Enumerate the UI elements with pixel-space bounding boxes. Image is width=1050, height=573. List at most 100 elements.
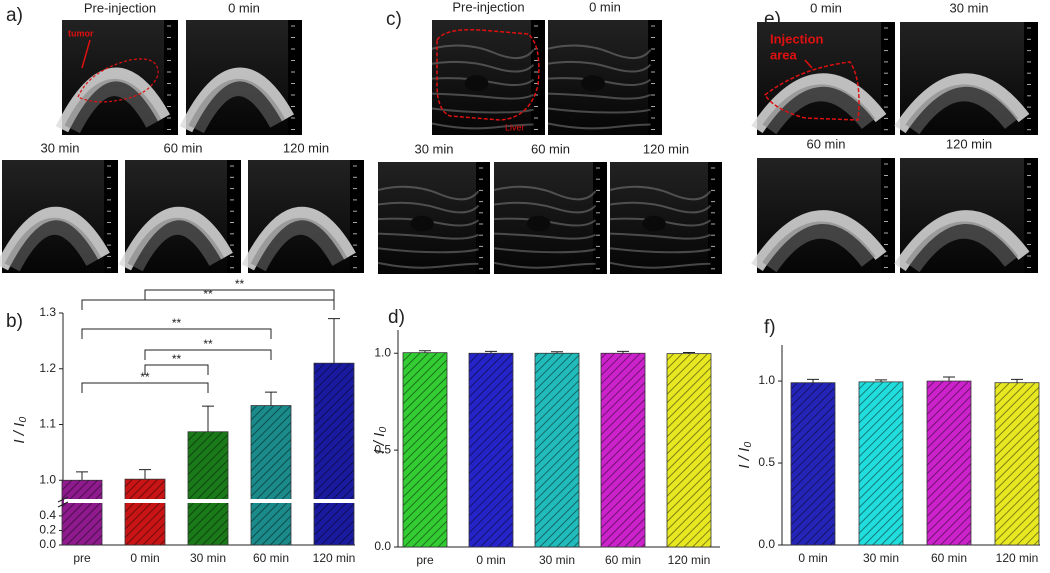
arrow — [81, 39, 91, 69]
y-tick-label: 1.2 — [39, 361, 56, 375]
texture — [609, 217, 712, 227]
x-tick-label: 60 min — [253, 551, 289, 565]
y-tick-label: 1.0 — [758, 373, 775, 387]
error-bar — [139, 469, 151, 480]
y-tick-label: 0.2 — [39, 523, 56, 537]
tissue-inner — [127, 217, 225, 272]
tissue-arc — [894, 210, 1030, 272]
image-title: 60 min — [531, 141, 570, 156]
ultrasound-image — [377, 162, 490, 274]
texture — [431, 77, 535, 87]
texture — [431, 44, 535, 59]
bar — [600, 352, 646, 548]
x-tick-label: 0 min — [130, 551, 159, 565]
x-tick-label: 60 min — [931, 551, 967, 565]
panel-label: f) — [764, 317, 776, 338]
y-tick-label: 0.0 — [374, 539, 391, 553]
error-bar — [617, 350, 629, 354]
tissue-arc — [894, 73, 1030, 134]
vessel — [410, 215, 434, 232]
ultrasound-image — [493, 162, 607, 274]
image-title: Pre-injection — [84, 0, 156, 15]
annotation: Injection — [770, 31, 824, 46]
bar — [250, 405, 292, 546]
error-bar — [265, 391, 277, 406]
image-title: 120 min — [283, 140, 329, 155]
ultrasound-image — [894, 22, 1038, 135]
error-bar — [875, 379, 887, 382]
texture — [431, 60, 535, 73]
texture — [493, 217, 597, 227]
tissue-inner — [762, 221, 876, 273]
texture — [547, 122, 651, 130]
x-tick-label: pre — [416, 553, 434, 567]
error-bar — [202, 405, 214, 432]
image-title: Pre-injection — [452, 0, 524, 14]
y-axis-label: I / I₀ — [736, 441, 753, 468]
y-tick-label: 1.0 — [374, 345, 391, 359]
bar — [468, 352, 514, 548]
ultrasound-image — [751, 158, 895, 273]
texture — [609, 247, 711, 254]
y-tick-label: 0.5 — [758, 455, 775, 469]
significance-label: ** — [203, 287, 213, 301]
x-tick-label: 30 min — [539, 553, 575, 567]
image-title: 60 min — [163, 140, 202, 155]
bar — [994, 382, 1040, 546]
y-axis-label: I / I₀ — [11, 416, 28, 443]
injection-outline — [763, 61, 860, 121]
significance-bracket — [144, 349, 272, 360]
panel-label: d) — [388, 307, 405, 328]
ultrasound-image — [751, 22, 895, 135]
axis-break — [64, 499, 356, 503]
x-tick-label: 120 min — [996, 551, 1039, 565]
texture — [377, 185, 480, 201]
bar — [124, 478, 166, 546]
image-title: 30 min — [414, 141, 453, 156]
tissue-inner — [762, 84, 876, 135]
image-title: 0 min — [589, 0, 621, 14]
tissue-arc — [55, 67, 171, 133]
bar — [313, 362, 355, 546]
vessel — [464, 75, 489, 92]
x-tick-label: 60 min — [605, 553, 641, 567]
liver-outline — [436, 28, 540, 121]
error-bar — [683, 351, 695, 354]
image-title: 60 min — [806, 136, 845, 151]
ultrasound-image — [0, 160, 118, 273]
ultrasound-image — [894, 158, 1038, 273]
error-bar — [76, 471, 88, 481]
significance-label: ** — [235, 277, 245, 291]
significance-bracket — [81, 299, 335, 310]
tissue-arc — [118, 206, 233, 271]
image-title: 120 min — [643, 141, 689, 156]
texture — [547, 107, 651, 114]
annotation: tumor — [68, 28, 94, 38]
arrow — [804, 59, 813, 69]
significance-bracket — [144, 364, 209, 375]
ultrasound-image — [118, 160, 241, 273]
significance-label: ** — [203, 337, 213, 351]
panel-label: c) — [386, 9, 402, 30]
significance-label: ** — [140, 370, 150, 384]
y-tick-label: 0.0 — [39, 537, 56, 551]
x-tick-label: 120 min — [668, 553, 711, 567]
panel-label: b) — [6, 311, 23, 332]
ultrasound-image — [179, 20, 302, 135]
texture — [377, 232, 479, 240]
texture — [493, 247, 596, 254]
tissue-inner — [905, 221, 1019, 273]
y-axis-label: I / I₀ — [371, 426, 388, 453]
bar — [187, 431, 229, 546]
texture — [377, 247, 479, 254]
x-tick-label: 0 min — [476, 553, 505, 567]
error-bar — [943, 376, 955, 382]
bar — [534, 352, 580, 548]
error-bar — [419, 350, 431, 353]
texture — [377, 217, 480, 227]
error-bar — [807, 378, 819, 383]
panel-label: a) — [6, 5, 23, 26]
y-tick-label: 1.0 — [39, 472, 56, 486]
image-title: 0 min — [228, 0, 260, 15]
texture — [493, 261, 596, 269]
